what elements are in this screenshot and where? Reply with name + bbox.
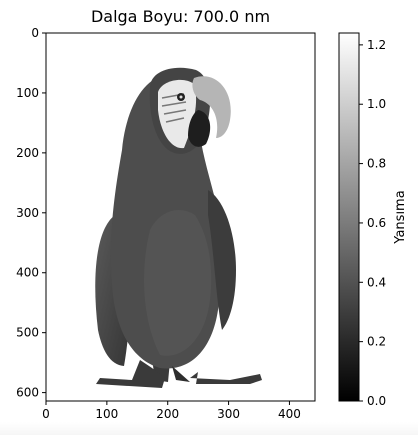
colorbar-label: Yansıma — [393, 190, 408, 244]
x-tick-label: 0 — [42, 407, 50, 421]
x-tick-label: 200 — [156, 407, 179, 421]
y-tick-label: 200 — [16, 146, 39, 160]
colorbar-tick-label: 0.4 — [367, 275, 386, 289]
colorbar-tick-label: 0.8 — [367, 157, 386, 171]
colorbar-frame — [338, 32, 360, 402]
y-tick-label: 500 — [16, 326, 39, 340]
colorbar-tick-label: 1.0 — [367, 97, 386, 111]
y-axis: 0 100 200 300 400 500 600 — [16, 26, 46, 400]
image-area — [46, 33, 315, 401]
colorbar-tick-label: 1.2 — [367, 38, 386, 52]
axes-frame — [45, 32, 316, 402]
y-tick-label: 100 — [16, 86, 39, 100]
colorbar-ticks: 0.0 0.2 0.4 0.6 0.8 1.0 1.2 — [359, 38, 386, 408]
y-tick-label: 400 — [16, 266, 39, 280]
parrot-image — [95, 67, 262, 388]
x-tick-label: 400 — [278, 407, 301, 421]
chart-title: Dalga Boyu: 700.0 nm — [90, 7, 271, 26]
x-tick-label: 100 — [95, 407, 118, 421]
colorbar-gradient — [339, 33, 359, 401]
y-tick-label: 0 — [31, 26, 39, 40]
colorbar: 0.0 0.2 0.4 0.6 0.8 1.0 1.2 Yansıma — [338, 32, 408, 408]
y-tick-label: 300 — [16, 206, 39, 220]
colorbar-tick-label: 0.0 — [367, 394, 386, 408]
bottom-band — [0, 422, 418, 435]
x-axis: 0 100 200 300 400 — [42, 401, 301, 421]
colorbar-tick-label: 0.2 — [367, 335, 386, 349]
x-tick-label: 300 — [217, 407, 240, 421]
colorbar-tick-label: 0.6 — [367, 216, 386, 230]
y-tick-label: 600 — [16, 386, 39, 400]
